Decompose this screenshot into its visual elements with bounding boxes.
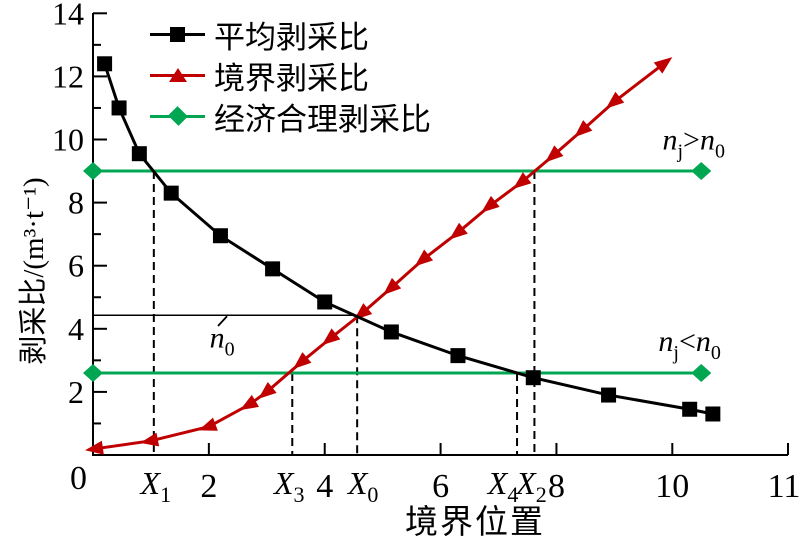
square-marker bbox=[705, 406, 721, 422]
legend-label-boundary: 境界剥采比 bbox=[214, 60, 369, 96]
y-tick-label-8: 8 bbox=[68, 185, 84, 221]
legend: 平均剥采比 境界剥采比 经济合理剥采比 bbox=[150, 19, 431, 137]
triangle-marker bbox=[513, 172, 532, 189]
x-tick-label-8: 8 bbox=[548, 468, 565, 505]
triangle-marker bbox=[605, 91, 625, 109]
legend-item-economic: 经济合理剥采比 bbox=[150, 101, 431, 137]
y-axis-label: 剥采比/(m³·t⁻¹) bbox=[18, 177, 50, 365]
triangle-marker bbox=[140, 432, 160, 447]
y-tick-label-14: 14 bbox=[52, 0, 84, 31]
triangle-marker-icon bbox=[168, 68, 187, 82]
triangle-marker bbox=[545, 145, 564, 163]
square-marker bbox=[265, 261, 281, 277]
triangle-marker bbox=[653, 57, 673, 74]
square-marker bbox=[525, 370, 541, 386]
triangle-marker bbox=[198, 417, 218, 431]
boundary-label-x0: X0 bbox=[346, 465, 379, 507]
triangle-marker bbox=[239, 394, 260, 411]
triangle-marker bbox=[414, 249, 434, 267]
triangle-marker bbox=[481, 195, 500, 213]
diamond-marker-icon bbox=[167, 106, 188, 126]
square-marker bbox=[682, 401, 698, 417]
triangle-marker bbox=[383, 277, 402, 296]
square-marker bbox=[212, 228, 228, 244]
triangle-marker bbox=[85, 440, 104, 455]
x-tick-label-10: 10 bbox=[655, 468, 689, 505]
triangle-marker bbox=[258, 382, 277, 399]
square-marker bbox=[97, 56, 113, 72]
legend-item-boundary: 境界剥采比 bbox=[150, 60, 431, 96]
x-tick-label-4: 4 bbox=[316, 468, 333, 505]
square-marker bbox=[163, 185, 179, 201]
square-marker bbox=[111, 100, 127, 116]
boundary-series-swatch bbox=[150, 60, 205, 90]
y-tick-label-2: 2 bbox=[68, 374, 84, 410]
boundary-label-x4: X4 bbox=[486, 465, 519, 507]
x-tick-label-6: 6 bbox=[432, 468, 449, 505]
annotation-nj-lt-n0: nj<n0 bbox=[658, 325, 720, 364]
annotation-nj-gt-n0: nj>n0 bbox=[662, 124, 724, 163]
y-tick-label-4: 4 bbox=[68, 311, 84, 347]
square-marker bbox=[131, 146, 147, 162]
n0-callout-line bbox=[217, 315, 228, 327]
square-marker bbox=[450, 348, 466, 364]
average-series-swatch bbox=[150, 19, 205, 49]
triangle-marker bbox=[574, 120, 593, 138]
boundary-label-x1: X1 bbox=[139, 465, 172, 507]
triangle-marker bbox=[449, 222, 468, 240]
y-tick-label-10: 10 bbox=[52, 122, 84, 158]
square-marker bbox=[383, 324, 399, 340]
legend-label-economic: 经济合理剥采比 bbox=[214, 101, 431, 137]
diamond-marker bbox=[691, 363, 712, 382]
y-tick-label-12: 12 bbox=[52, 58, 84, 94]
diamond-marker bbox=[691, 162, 712, 181]
boundary-label-x2: X2 bbox=[514, 465, 547, 507]
triangle-marker bbox=[293, 352, 312, 370]
boundary-label-x3: X3 bbox=[272, 465, 305, 507]
triangle-marker bbox=[321, 328, 341, 346]
x-tick-label-end: 11 bbox=[768, 468, 800, 505]
annotation-n0-label: n0 bbox=[210, 322, 235, 361]
y-tick-label-6: 6 bbox=[68, 248, 84, 284]
legend-label-average: 平均剥采比 bbox=[214, 19, 369, 55]
x-tick-label-2: 2 bbox=[200, 468, 217, 505]
square-marker-icon bbox=[170, 26, 185, 42]
economic-series-swatch bbox=[150, 101, 205, 131]
diamond-marker bbox=[83, 162, 103, 181]
x-axis-label: 境界位置 bbox=[405, 505, 545, 537]
origin-tick-label: 0 bbox=[70, 460, 87, 497]
diamond-marker bbox=[83, 363, 103, 382]
square-marker bbox=[317, 294, 333, 310]
square-marker bbox=[601, 387, 617, 403]
legend-item-average: 平均剥采比 bbox=[150, 19, 431, 55]
